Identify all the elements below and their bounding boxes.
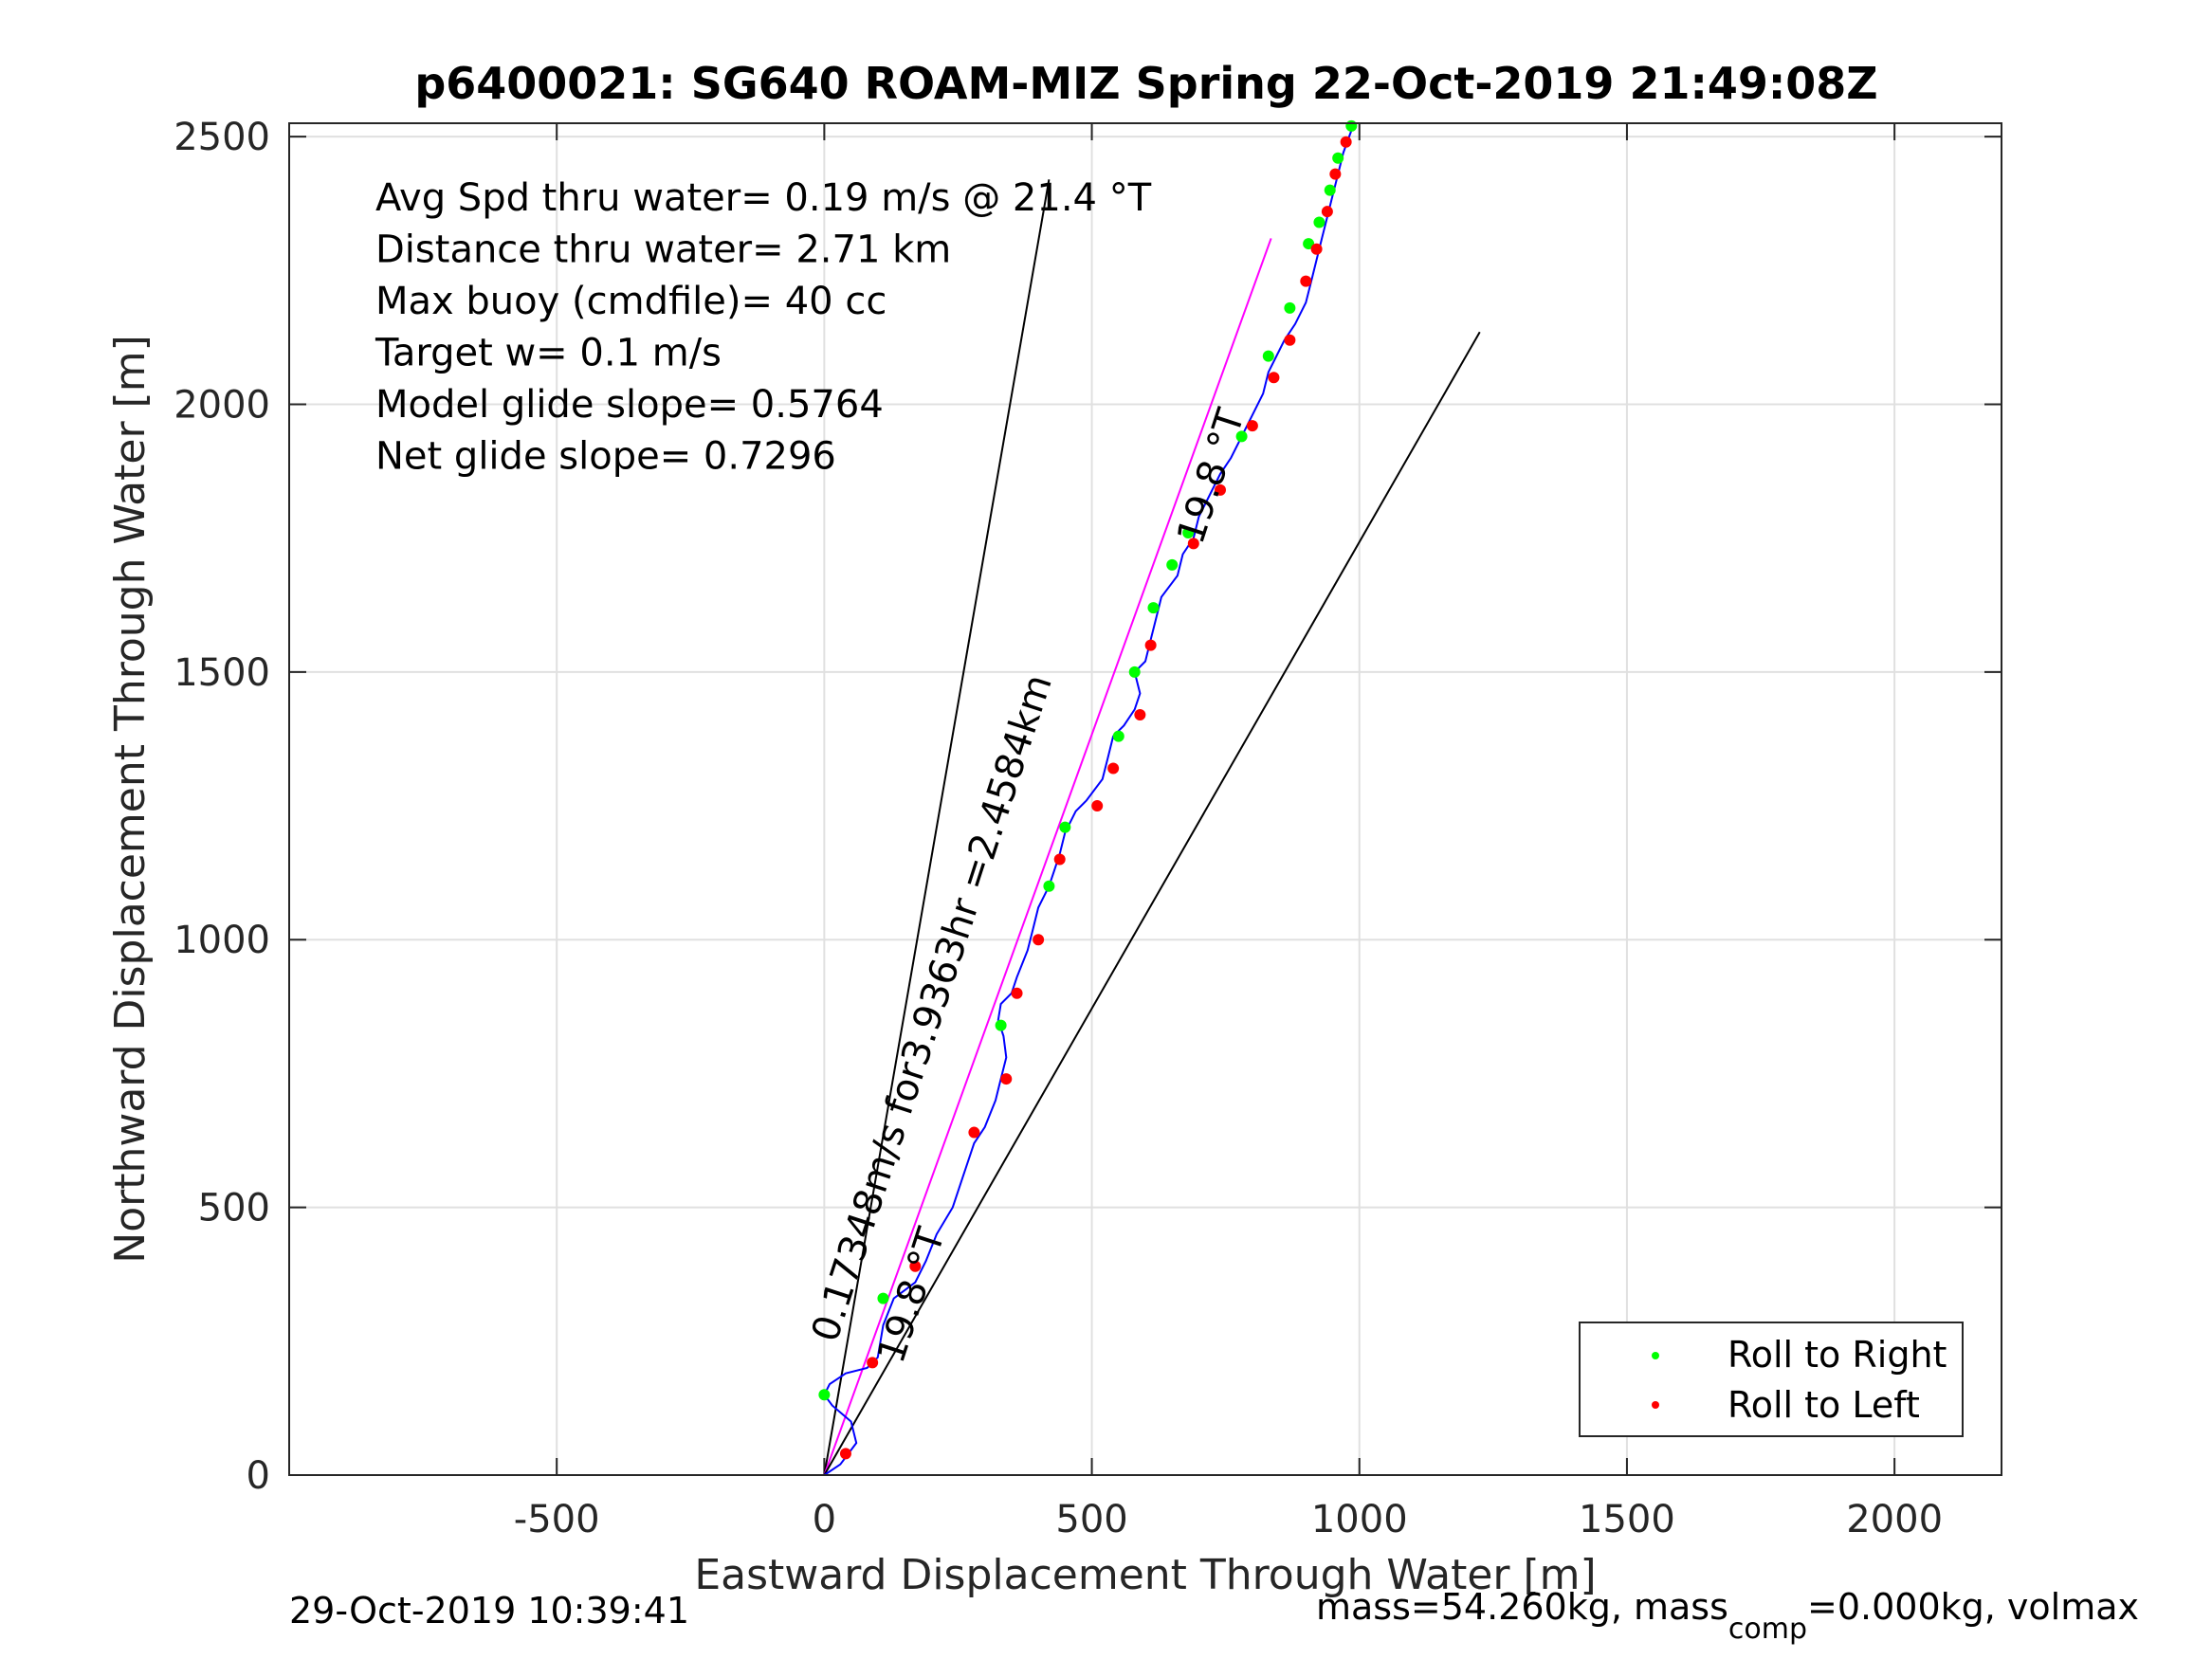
y-tick-label: 2000 <box>174 383 270 427</box>
x-tick-label: 2000 <box>1846 1498 1943 1541</box>
roll-left-point <box>1215 483 1227 496</box>
roll-right-point <box>1324 184 1336 196</box>
roll-left-point <box>1134 709 1146 721</box>
plot-frame <box>288 122 2002 1476</box>
roll-left-point <box>1329 168 1342 180</box>
plot-area <box>289 123 2002 1475</box>
mean-vector-line <box>823 238 1272 1476</box>
x-tick-label: -500 <box>514 1498 600 1541</box>
reference-lines <box>823 179 1481 1476</box>
roll-left-point <box>909 1260 922 1272</box>
y-tick-label: 0 <box>247 1454 270 1498</box>
footer-mass-text-1: mass=54.260kg, mass <box>1316 1586 1728 1628</box>
y-tick-label: 1000 <box>174 919 270 962</box>
roll-right-point <box>1166 558 1179 571</box>
roll-right-point <box>1284 301 1296 314</box>
roll-right-point <box>1182 527 1195 539</box>
axis-ticks: -500 0 500 1000 1500 2000 0 500 1000 1500 2000 2500 <box>174 116 2002 1541</box>
legend-marker-left <box>1652 1401 1659 1409</box>
roll-points <box>818 119 1358 1460</box>
x-tick-label: 500 <box>1055 1498 1127 1541</box>
course-line-right <box>823 331 1481 1476</box>
legend-marker-right <box>1652 1352 1659 1359</box>
roll-left-point <box>1000 1073 1013 1085</box>
roll-left-point <box>1033 934 1045 946</box>
x-axis-label: Eastward Displacement Through Water [m] <box>694 1551 1596 1599</box>
roll-right-point <box>877 1292 889 1304</box>
roll-right-point <box>818 1389 831 1401</box>
roll-right-point <box>1313 216 1325 228</box>
footer-mass-sub: comp <box>1728 1613 1807 1646</box>
grid <box>289 123 2002 1476</box>
legend-label-right: Roll to Right <box>1728 1334 1947 1376</box>
roll-left-point <box>1246 420 1258 432</box>
track-line <box>823 122 1356 1476</box>
footer-timestamp: 29-Oct-2019 10:39:41 <box>289 1590 689 1632</box>
stats-line: Model glide slope= 0.5764 <box>375 383 884 427</box>
x-tick-label: 1000 <box>1311 1498 1408 1541</box>
x-tick-label: 1500 <box>1579 1498 1675 1541</box>
roll-right-point <box>1303 238 1315 250</box>
legend: Roll to Right Roll to Left <box>1579 1322 1964 1437</box>
roll-left-point <box>1284 334 1296 346</box>
roll-left-point <box>839 1448 851 1460</box>
roll-left-point <box>1011 987 1023 999</box>
roll-left-point <box>1268 372 1280 384</box>
roll-left-point <box>1053 853 1066 866</box>
stats-line: Target w= 0.1 m/s <box>375 332 722 375</box>
roll-left-point <box>867 1357 879 1369</box>
roll-right-point <box>1332 152 1344 164</box>
stats-line: Max buoy (cmdfile)= 40 cc <box>375 280 887 323</box>
roll-right-point <box>1262 350 1274 362</box>
roll-right-point <box>1147 602 1160 614</box>
roll-left-point <box>1310 243 1323 255</box>
roll-left-point <box>1340 136 1352 148</box>
track-series <box>823 122 1356 1476</box>
y-axis-label: Northward Displacement Through Water [m] <box>106 335 155 1263</box>
y-tick-label: 1500 <box>174 651 270 695</box>
roll-left-point <box>1107 762 1120 775</box>
stats-block: Avg Spd thru water= 0.19 m/s @ 21.4 °T Di… <box>375 176 1152 479</box>
x-tick-label: 0 <box>813 1498 836 1541</box>
footer-mass: mass=54.260kg, masscomp=0.000kg, volmax <box>1316 1586 2139 1646</box>
roll-right-point <box>1112 730 1124 742</box>
roll-left-point <box>1091 800 1104 812</box>
roll-right-point <box>1043 880 1055 892</box>
roll-left-point <box>1321 206 1333 218</box>
roll-left-point <box>1300 275 1312 287</box>
stats-line: Avg Spd thru water= 0.19 m/s @ 21.4 °T <box>375 176 1152 220</box>
chart-title: p6400021: SG640 ROAM-MIZ Spring 22-Oct-2… <box>414 58 1877 109</box>
y-tick-label: 2500 <box>174 116 270 159</box>
roll-left-point <box>1187 538 1199 550</box>
roll-right-point <box>1345 119 1358 132</box>
roll-left-point <box>968 1126 980 1139</box>
footer-mass-text-2: =0.000kg, volmax <box>1807 1586 2139 1628</box>
stats-line: Net glide slope= 0.7296 <box>375 435 836 479</box>
roll-right-point <box>1235 430 1248 443</box>
legend-label-left: Roll to Left <box>1728 1384 1920 1426</box>
roll-left-point <box>1144 639 1157 651</box>
y-tick-label: 500 <box>198 1187 270 1231</box>
stats-line: Distance thru water= 2.71 km <box>375 228 951 272</box>
legend-box <box>1579 1322 1964 1437</box>
course-line-left <box>823 179 1051 1476</box>
roll-right-point <box>1059 821 1071 833</box>
roll-right-point <box>995 1019 1007 1031</box>
roll-right-point <box>1128 665 1141 678</box>
